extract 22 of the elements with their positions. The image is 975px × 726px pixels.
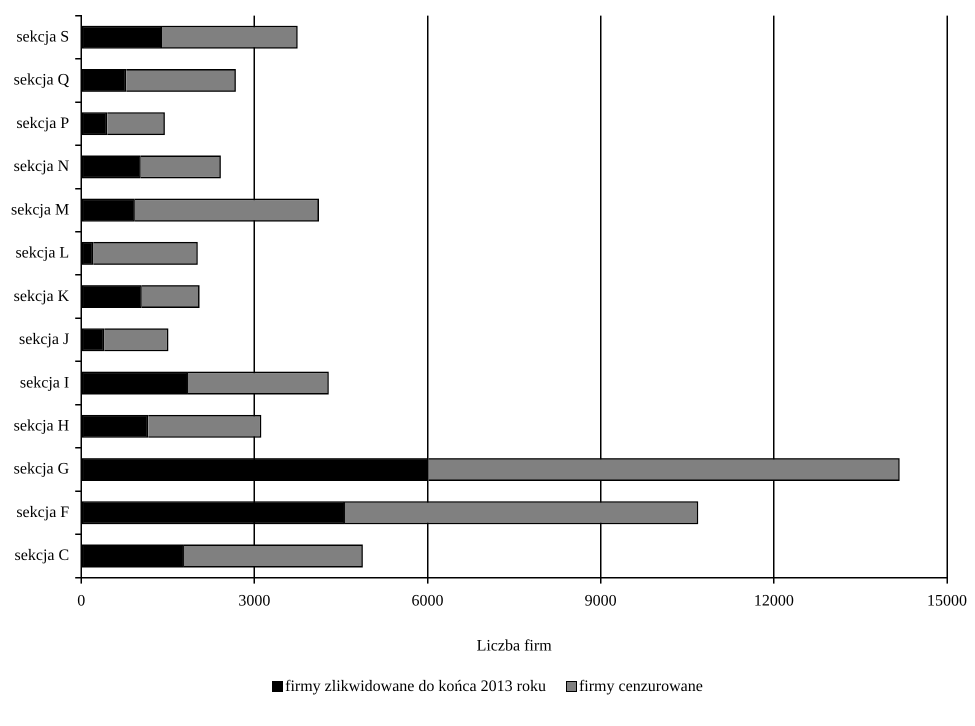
x-tick-label: 0 [77,592,86,610]
x-tick-label: 3000 [238,592,270,610]
y-tick-label: sekcja S [16,28,70,46]
y-tick-label: sekcja P [16,114,70,132]
x-tick-label: 15000 [927,592,967,610]
y-tick-label: sekcja J [19,331,70,348]
y-tick-label: sekcja Q [14,72,70,89]
y-tick-label: sekcja K [14,288,70,305]
y-tick-label: sekcja G [14,460,70,478]
legend-label: firmy cenzurowane [578,678,703,695]
y-tick-label: sekcja H [14,417,70,434]
y-tick-label: sekcja F [16,504,70,521]
y-tick-label: sekcja L [15,244,70,262]
x-axis-title: Liczba firm [476,638,552,655]
x-tick-label: 9000 [584,592,617,610]
y-tick-label: sekcja I [20,374,70,392]
y-tick-label: sekcja N [14,158,70,176]
legend-label: firmy zlikwidowane do końca 2013 roku [284,678,546,695]
y-tick-label: sekcja C [14,547,70,564]
x-tick-label: 12000 [754,592,794,610]
y-tick-label: sekcja M [11,201,70,218]
x-tick-label: 6000 [412,592,444,610]
